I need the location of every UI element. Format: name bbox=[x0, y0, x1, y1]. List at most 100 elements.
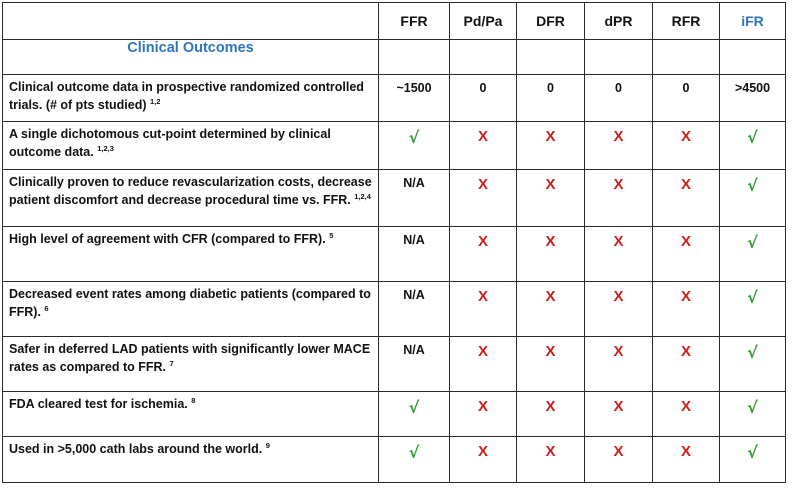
cell-ifr: √ bbox=[719, 391, 786, 437]
row-text: Safer in deferred LAD patients with sign… bbox=[9, 342, 371, 374]
cross-mark-icon: X bbox=[477, 128, 488, 145]
cell-value: 0 bbox=[682, 81, 690, 95]
row-description: Clinical outcome data in prospective ran… bbox=[2, 74, 379, 122]
cell-pdpa: X bbox=[449, 226, 517, 282]
header-rfr: RFR bbox=[652, 2, 720, 40]
cross-mark-icon: X bbox=[545, 128, 556, 145]
cross-mark-icon: X bbox=[680, 288, 691, 305]
cell-pdpa: X bbox=[449, 169, 517, 227]
row-text: A single dichotomous cut-point determine… bbox=[9, 127, 331, 159]
cell-dfr: X bbox=[516, 121, 585, 170]
header-dfr: DFR bbox=[516, 2, 585, 40]
check-mark-icon: √ bbox=[747, 443, 758, 462]
cell-dpr: X bbox=[584, 436, 653, 483]
cross-mark-icon: X bbox=[545, 398, 556, 415]
cross-mark-icon: X bbox=[545, 176, 556, 193]
cell-dpr: X bbox=[584, 169, 653, 227]
table-row: Clinical outcome data in prospective ran… bbox=[2, 74, 786, 122]
reference-superscript: 5 bbox=[329, 231, 334, 240]
cell-ifr: √ bbox=[719, 336, 786, 392]
cell-dfr: X bbox=[516, 436, 585, 483]
reference-superscript: 1,2,4 bbox=[354, 191, 371, 201]
reference-superscript: 1,2 bbox=[150, 96, 161, 106]
cross-mark-icon: X bbox=[545, 233, 556, 250]
check-mark-icon: √ bbox=[747, 343, 758, 362]
cell-rfr: X bbox=[652, 336, 720, 392]
cell-ffr: N/A bbox=[378, 226, 450, 282]
cross-mark-icon: X bbox=[477, 288, 488, 305]
cell-value: 0 bbox=[615, 81, 622, 95]
cell-value: N/A bbox=[403, 233, 425, 247]
section-empty-cell bbox=[449, 39, 517, 75]
cell-dpr: X bbox=[584, 391, 653, 437]
cell-value: N/A bbox=[403, 176, 425, 190]
cell-dpr: X bbox=[584, 336, 653, 392]
cell-dfr: X bbox=[516, 281, 585, 337]
cell-dpr: X bbox=[584, 226, 653, 282]
cross-mark-icon: X bbox=[680, 176, 691, 193]
cell-ifr: >4500 bbox=[719, 74, 786, 122]
row-text: Decreased event rates among diabetic pat… bbox=[9, 287, 371, 319]
row-description: Safer in deferred LAD patients with sign… bbox=[2, 336, 379, 392]
section-empty-cell bbox=[652, 39, 720, 75]
cell-dfr: X bbox=[516, 169, 585, 227]
check-mark-icon: √ bbox=[747, 176, 758, 195]
cell-ifr: √ bbox=[719, 121, 786, 170]
cell-rfr: X bbox=[652, 281, 720, 337]
cell-rfr: X bbox=[652, 391, 720, 437]
cell-rfr: 0 bbox=[652, 74, 720, 122]
cell-ffr: √ bbox=[378, 121, 450, 170]
cell-ffr: √ bbox=[378, 391, 450, 437]
table-row: Safer in deferred LAD patients with sign… bbox=[2, 336, 786, 392]
cross-mark-icon: X bbox=[613, 128, 624, 145]
cell-ifr: √ bbox=[719, 169, 786, 227]
table-row: Clinically proven to reduce revasculariz… bbox=[2, 169, 786, 227]
row-description: Clinically proven to reduce revasculariz… bbox=[2, 169, 379, 227]
cross-mark-icon: X bbox=[613, 343, 624, 360]
cross-mark-icon: X bbox=[613, 398, 624, 415]
reference-superscript: 9 bbox=[265, 441, 270, 450]
cross-mark-icon: X bbox=[477, 443, 488, 460]
cell-ffr: N/A bbox=[378, 336, 450, 392]
check-mark-icon: √ bbox=[747, 398, 758, 417]
cross-mark-icon: X bbox=[477, 176, 488, 193]
cross-mark-icon: X bbox=[545, 288, 556, 305]
table-row: A single dichotomous cut-point determine… bbox=[2, 121, 786, 170]
check-mark-icon: √ bbox=[747, 128, 758, 147]
cross-mark-icon: X bbox=[545, 343, 556, 360]
section-empty-cell bbox=[378, 39, 450, 75]
cell-dfr: X bbox=[516, 391, 585, 437]
row-text: FDA cleared test for ischemia. bbox=[9, 397, 188, 411]
table-row: Decreased event rates among diabetic pat… bbox=[2, 281, 786, 337]
cell-rfr: X bbox=[652, 226, 720, 282]
cross-mark-icon: X bbox=[680, 128, 691, 145]
row-text: Clinically proven to reduce revasculariz… bbox=[9, 175, 372, 207]
section-title: Clinical Outcomes bbox=[2, 39, 379, 75]
cell-ffr: √ bbox=[378, 436, 450, 483]
cell-dpr: X bbox=[584, 121, 653, 170]
check-mark-icon: √ bbox=[747, 233, 758, 252]
cell-value: N/A bbox=[403, 288, 425, 302]
section-row: Clinical Outcomes bbox=[2, 39, 786, 75]
cell-pdpa: X bbox=[449, 436, 517, 483]
cell-ffr: ~1500 bbox=[378, 74, 450, 122]
cell-pdpa: X bbox=[449, 391, 517, 437]
cell-dfr: X bbox=[516, 336, 585, 392]
cell-rfr: X bbox=[652, 169, 720, 227]
comparison-table: FFR Pd/Pa DFR dPR RFR iFR Clinical Outco… bbox=[2, 2, 786, 483]
cell-dfr: 0 bbox=[516, 74, 585, 122]
cell-pdpa: X bbox=[449, 336, 517, 392]
header-row: FFR Pd/Pa DFR dPR RFR iFR bbox=[2, 2, 786, 40]
cell-dfr: X bbox=[516, 226, 585, 282]
cell-rfr: X bbox=[652, 436, 720, 483]
section-empty-cell bbox=[516, 39, 585, 75]
cross-mark-icon: X bbox=[613, 443, 624, 460]
cross-mark-icon: X bbox=[477, 233, 488, 250]
row-description: A single dichotomous cut-point determine… bbox=[2, 121, 379, 170]
reference-superscript: 7 bbox=[169, 358, 174, 368]
reference-superscript: 6 bbox=[44, 303, 49, 313]
cell-ffr: N/A bbox=[378, 281, 450, 337]
cell-value: N/A bbox=[403, 343, 425, 357]
cell-value: 0 bbox=[547, 81, 554, 95]
check-mark-icon: √ bbox=[747, 288, 758, 307]
